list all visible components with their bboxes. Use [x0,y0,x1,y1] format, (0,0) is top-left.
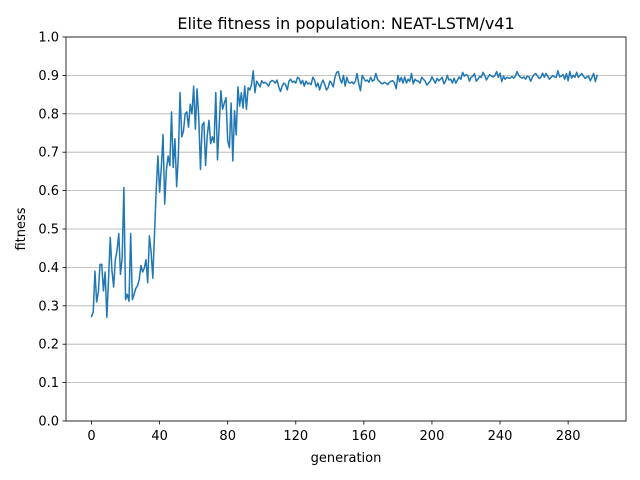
y-tick-label: 0.7 [38,146,59,161]
y-axis-ticks: 0.0 0.1 0.2 0.3 0.4 0.5 0.6 0.7 0.8 0.9 1.0 [38,31,66,430]
y-tick-label: 0.6 [38,184,59,199]
x-tick-label: 40 [151,429,168,444]
x-tick-label: 120 [283,429,308,444]
y-tick-label: 0.2 [38,338,59,353]
y-tick-label: 1.0 [38,31,59,46]
series-layer [90,70,598,319]
y-tick-label: 0.3 [38,299,59,314]
y-tick-label: 0.1 [38,376,59,391]
chart-title: Elite fitness in population: NEAT-LSTM/v… [177,14,514,33]
x-tick-label: 0 [87,429,95,444]
x-tick-label: 200 [420,429,445,444]
x-tick-label: 280 [556,429,581,444]
y-tick-label: 0.4 [38,261,59,276]
x-tick-label: 240 [488,429,513,444]
y-tick-label: 0.5 [38,223,59,238]
x-axis-title: generation [311,451,382,466]
x-axis-ticks: 0 40 80 120 160 200 240 280 [87,421,581,444]
x-tick-label: 80 [219,429,236,444]
y-tick-label: 0.8 [38,107,59,122]
y-axis-title: fitness [14,207,29,250]
y-tick-label: 0.0 [38,415,59,430]
y-tick-label: 0.9 [38,69,59,84]
x-tick-label: 160 [351,429,376,444]
series-line [90,70,598,319]
